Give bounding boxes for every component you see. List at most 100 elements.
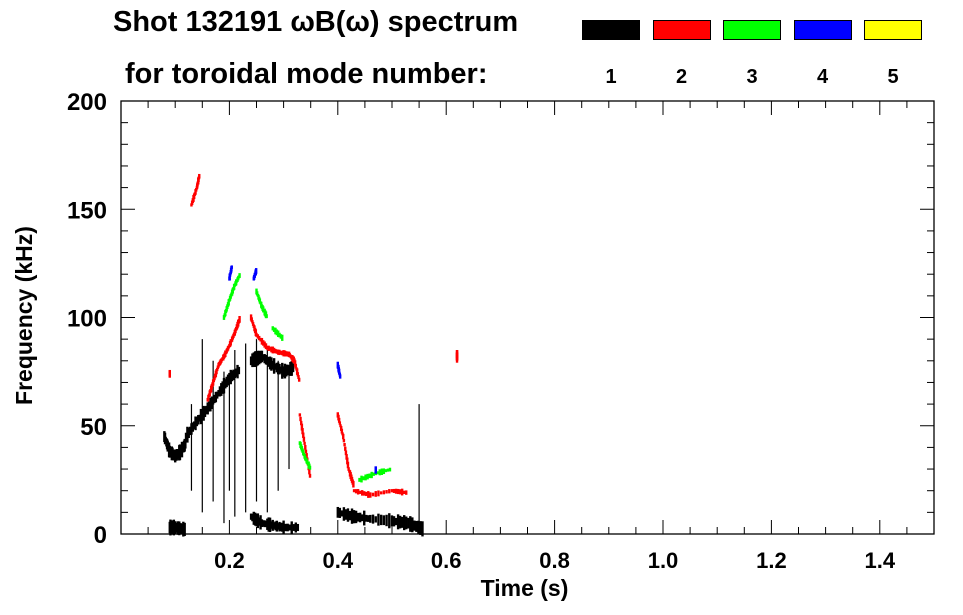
mode-1-mark [352, 510, 356, 524]
mode-2-mark [392, 488, 396, 493]
legend-label-mode-2: 2 [675, 66, 688, 88]
mode-1-mark [405, 516, 408, 530]
mode-3-mark [388, 467, 392, 472]
mode-2-mark [194, 189, 197, 195]
mode-2-mark [274, 348, 277, 354]
mode-2-mark [260, 337, 264, 345]
mode-4-mark [374, 469, 377, 473]
mode-3-mark [370, 471, 373, 479]
mode-2-mark [282, 350, 285, 357]
mode-2-mark [266, 345, 269, 350]
mode-1-mark [290, 360, 293, 376]
mode-2-mark [390, 489, 394, 493]
mode-2-mark [388, 489, 391, 494]
mode-1-mark [338, 507, 342, 518]
mode-2-mark [342, 438, 346, 443]
mode-1-mark [282, 366, 285, 377]
mode-2-mark [276, 349, 280, 355]
mode-3-mark [378, 469, 382, 476]
mode-2-mark [195, 187, 198, 192]
mode-2-mark [168, 373, 171, 378]
mode-1-mark [187, 427, 190, 439]
mode-2-mark [215, 368, 218, 375]
mode-2-mark [347, 467, 350, 471]
mode-2-mark [270, 346, 273, 353]
mode-1-mark [228, 372, 231, 384]
mode-1-mark [270, 521, 273, 529]
mode-2-mark [455, 356, 459, 363]
mode-2-mark [356, 489, 360, 495]
mode-1-mark [415, 520, 418, 532]
legend-title: for toroidal mode number: [125, 58, 488, 90]
mode-2-mark [192, 193, 196, 200]
mode-3-mark [279, 334, 283, 339]
mode-1-mark [276, 523, 280, 530]
mode-1-mark [186, 426, 189, 443]
mode-2-mark [400, 488, 404, 496]
mode-3-mark [222, 315, 226, 320]
mode-1-mark [346, 508, 350, 522]
mode-1-mark [279, 366, 283, 374]
mode-3-mark [265, 314, 268, 319]
mode-2-mark [296, 372, 300, 377]
mode-1-mark [377, 513, 380, 526]
mode-3-mark [372, 472, 375, 476]
mode-1-mark [290, 521, 293, 534]
mode-1-mark [251, 353, 254, 368]
mode-2-mark [339, 425, 343, 431]
mode-1-mark [292, 524, 295, 531]
mode-1-mark [191, 422, 195, 432]
mode-2-mark [342, 433, 345, 440]
mode-1-mark [417, 520, 420, 534]
mode-2-mark [238, 316, 241, 323]
mode-3-mark [308, 465, 312, 470]
mode-3-mark [232, 283, 236, 290]
mode-1-mark [225, 376, 228, 388]
mode-1-mark [336, 506, 339, 518]
legend-label-mode-5: 5 [887, 66, 899, 88]
mode-1-mark [234, 368, 238, 377]
mode-2-mark [294, 363, 297, 369]
mode-3-mark [227, 299, 230, 306]
mode-1-mark [266, 356, 269, 365]
mode-1-mark [198, 414, 201, 422]
y-axis-label: Frequency (kHz) [11, 226, 37, 405]
mode-2-mark [263, 341, 266, 348]
mode-2-mark [254, 329, 258, 337]
legend-swatch-mode-4 [793, 20, 852, 40]
mode-1-mark [286, 364, 289, 376]
mode-1-mark [264, 354, 268, 365]
chart-title: Shot 132191 ωB(ω) spectrum [113, 6, 519, 38]
mode-3-mark [272, 327, 276, 332]
mode-1-mark [226, 374, 230, 386]
mode-2-mark [301, 428, 304, 435]
mode-1-mark [286, 523, 289, 532]
mode-4-mark [230, 265, 233, 269]
mode-1-mark [258, 350, 261, 365]
mode-1-mark [256, 513, 260, 529]
mode-2-mark [278, 349, 281, 356]
mode-1-mark [236, 364, 239, 379]
mode-1-mark [419, 521, 422, 535]
y-tick-label: 0 [94, 522, 107, 549]
mode-2-mark [281, 350, 284, 356]
mode-2-mark [275, 349, 279, 354]
mode-1-mark [398, 515, 402, 529]
legend-label-mode-1: 1 [605, 66, 617, 88]
mode-1-mark [270, 357, 273, 371]
mode-1-mark [411, 517, 414, 533]
mode-1-mark [390, 515, 394, 527]
mode-1-mark [263, 520, 266, 528]
mode-1-mark [281, 522, 284, 532]
mode-2-mark [299, 416, 302, 422]
mode-1-mark [388, 513, 391, 529]
mode-1-mark [285, 364, 288, 377]
mode-2-mark [385, 490, 388, 494]
legend-label-mode-3: 3 [746, 66, 758, 88]
mode-2-mark [379, 491, 383, 495]
mode-1-mark [267, 517, 270, 532]
mode-3-mark [258, 298, 262, 304]
mode-2-mark [251, 322, 255, 326]
mode-3-mark [358, 477, 361, 482]
mode-2-mark [272, 347, 276, 354]
